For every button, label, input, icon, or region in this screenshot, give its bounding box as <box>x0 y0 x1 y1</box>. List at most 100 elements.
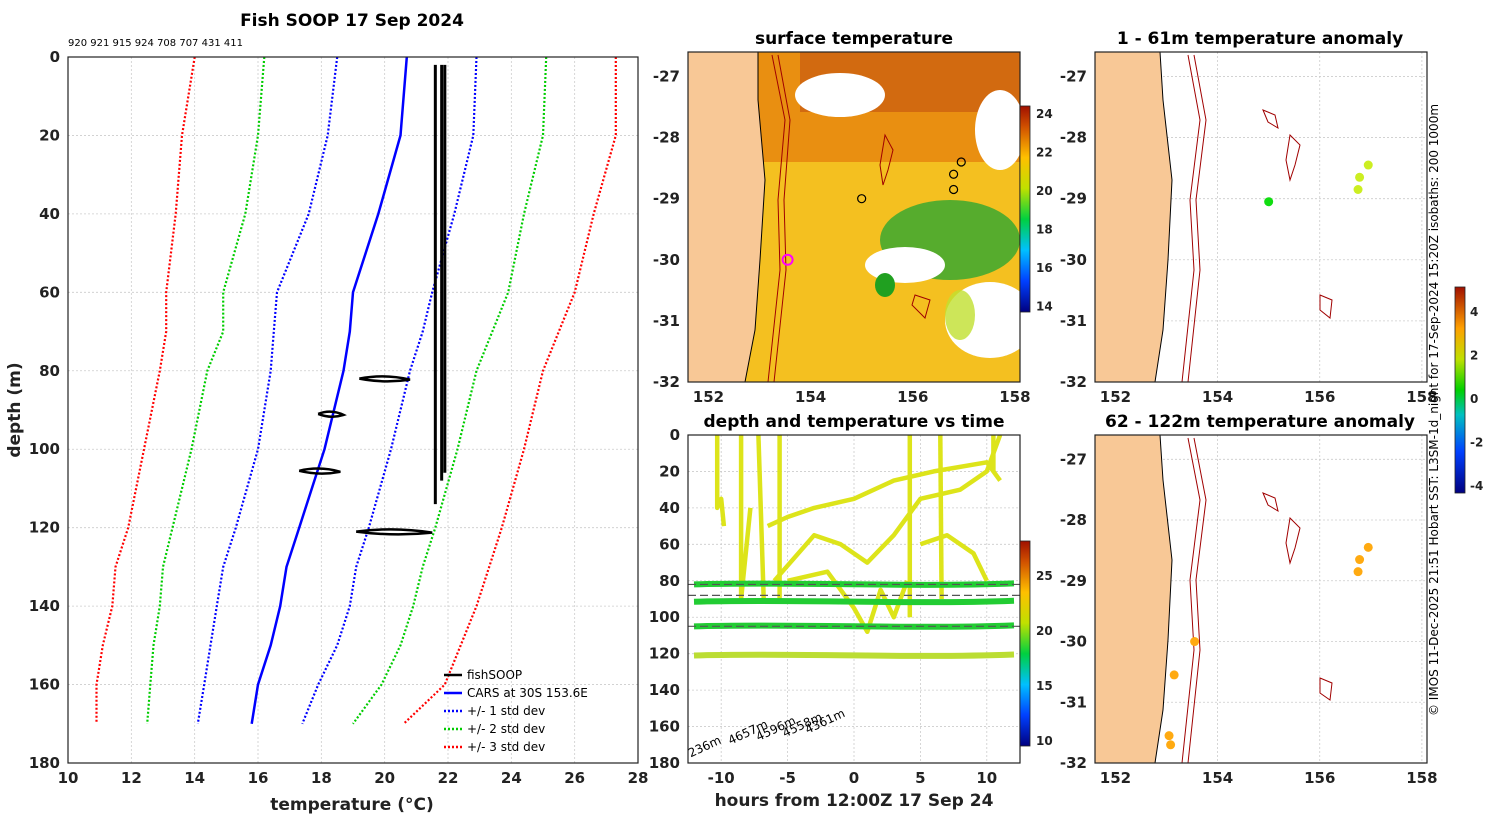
depth-tick-label: 40 <box>659 499 680 517</box>
anomaly-deep-isobath-200 <box>1181 437 1201 763</box>
anomaly-shallow-seamount-3 <box>1319 294 1333 319</box>
depth-tick-label: 100 <box>649 608 680 626</box>
colorbar-tick-label: 20 <box>1036 184 1053 198</box>
legend-label: +/- 3 std dev <box>467 740 545 754</box>
anomaly-deep-frame <box>1094 434 1428 764</box>
depth-tick-label: 120 <box>649 645 680 663</box>
x-tick-label: 26 <box>564 769 585 787</box>
anomaly-shallow-isobath-1000 <box>1187 54 1207 382</box>
series-line <box>196 57 339 724</box>
fishsoop-cluster <box>356 528 433 536</box>
y-tick-label: 20 <box>39 126 60 144</box>
anomaly-colorbar-tick-label: -2 <box>1470 436 1483 450</box>
lat-tick-label: -30 <box>1060 633 1087 651</box>
depth-time-colorbar <box>1019 540 1031 747</box>
bottom-depth-label: 236m <box>686 733 723 760</box>
lat-tick-label: -31 <box>1060 312 1087 330</box>
anomaly-point <box>1363 160 1373 170</box>
y-tick-label: 100 <box>29 440 60 458</box>
anomaly-colorbar <box>1454 286 1466 494</box>
series-line <box>301 57 478 725</box>
header-ids: 920 921 915 924 708 707 431 411 <box>68 38 243 49</box>
colorbar-tick-label: 10 <box>1036 734 1053 748</box>
anomaly-deep-title: 62 - 122m temperature anomaly <box>1105 412 1415 432</box>
anomaly-deep-seamount-3 <box>1319 677 1333 701</box>
sst-stations <box>781 157 966 266</box>
trace-line <box>787 569 910 635</box>
depth-tick-label: 80 <box>659 572 680 590</box>
station-marker <box>948 184 959 195</box>
fishsoop-cluster <box>298 467 341 475</box>
lat-tick-label: -28 <box>1060 129 1087 147</box>
series-line <box>352 57 548 725</box>
y-tick-label: 0 <box>50 48 60 66</box>
depth-time-panel: depth and temperature vs time 236m 4657m4… <box>649 412 1053 811</box>
anomaly-colorbar-ticks: 4 2 0 -2 -4 <box>1470 305 1483 493</box>
depth-tick-label: 160 <box>649 718 680 736</box>
trace-line <box>738 435 753 602</box>
anomaly-point <box>1363 542 1373 552</box>
colorbar-tick-label: 25 <box>1036 569 1053 583</box>
x-tick-label: 20 <box>374 769 395 787</box>
profile-frame <box>67 56 639 764</box>
fishsoop-cluster <box>359 375 411 383</box>
anomaly-shallow-frame <box>1094 51 1428 383</box>
anomaly-point <box>1169 670 1179 680</box>
sst-map-body <box>688 52 1020 382</box>
lat-tick-label: -32 <box>1060 373 1087 391</box>
profile-legend: fishSOOP CARS at 30S 153.6E +/- 1 std dev +… <box>444 668 588 754</box>
sst-isobath-200 <box>767 54 786 382</box>
lat-tick-label: -32 <box>653 373 680 391</box>
lat-tick-label: -27 <box>653 67 680 85</box>
series-line <box>95 57 196 724</box>
series-line <box>146 57 266 724</box>
x-tick-label: 28 <box>628 769 649 787</box>
trace-line <box>756 435 766 600</box>
fishsoop-data <box>298 64 447 536</box>
x-tick-label: 14 <box>184 769 205 787</box>
anomaly-shallow-isobath-200 <box>1181 54 1201 382</box>
depth-band <box>693 651 1015 659</box>
colorbar-tick-label: 14 <box>1036 300 1053 314</box>
sst-title: surface temperature <box>755 29 953 49</box>
anomaly-shallow-coast <box>1095 52 1173 382</box>
anomaly-shallow-panel: 1 - 61m temperature anomaly 152 154 156 158… <box>1060 29 1438 406</box>
legend-label: CARS at 30S 153.6E <box>467 686 588 700</box>
y-tick-label: 140 <box>29 597 60 615</box>
x-tick-label: 22 <box>438 769 459 787</box>
colorbar-tick-label: 15 <box>1036 679 1053 693</box>
profile-ticks: 10 12 14 16 18 20 22 24 26 28 0 20 40 60 80 100 120 140 16… <box>29 48 649 787</box>
anomaly-point <box>1190 637 1200 647</box>
anomaly-point <box>1264 197 1274 207</box>
depth-tick-label: 180 <box>649 754 680 772</box>
profile-xlabel: temperature (°C) <box>270 795 434 815</box>
lat-tick-label: -30 <box>1060 251 1087 269</box>
sst-isobath-1000 <box>773 54 791 382</box>
colorbar-tick-label: 18 <box>1036 223 1053 237</box>
x-tick-label: 18 <box>311 769 332 787</box>
colorbar-tick-label: 22 <box>1036 146 1053 160</box>
y-tick-label: 120 <box>29 519 60 537</box>
trace-line <box>938 435 944 600</box>
x-tick-label: 24 <box>501 769 522 787</box>
lat-tick-label: -28 <box>1060 511 1087 529</box>
anomaly-shallow-ticks: 152 154 156 158 -27 -28 -29 -30 -31 -32 <box>1060 67 1438 406</box>
trace-line <box>919 532 989 582</box>
lat-tick-label: -28 <box>653 129 680 147</box>
station-marker <box>948 169 959 179</box>
hour-tick-label: 0 <box>849 769 859 787</box>
lat-tick-label: -29 <box>1060 572 1087 590</box>
lon-tick-label: 152 <box>693 388 724 406</box>
xlabel-text: temperature (°C) <box>270 795 434 815</box>
imos-credit: © IMOS 11-Dec-2025 21:51 Hobart SST: L3S… <box>1427 104 1441 716</box>
hour-tick-label: 10 <box>976 769 997 787</box>
legend-label: +/- 1 std dev <box>467 704 545 718</box>
anomaly-deep-seamount-2 <box>1285 516 1301 565</box>
sst-cool-spot <box>875 273 895 297</box>
anomaly-point <box>1353 185 1363 194</box>
lat-tick-label: -29 <box>653 190 680 208</box>
depth-time-colorbar-ticks: 25 20 15 10 <box>1036 569 1053 748</box>
fishsoop-cluster <box>317 410 347 418</box>
y-tick-label: 180 <box>29 754 60 772</box>
trace-line <box>772 435 1003 583</box>
